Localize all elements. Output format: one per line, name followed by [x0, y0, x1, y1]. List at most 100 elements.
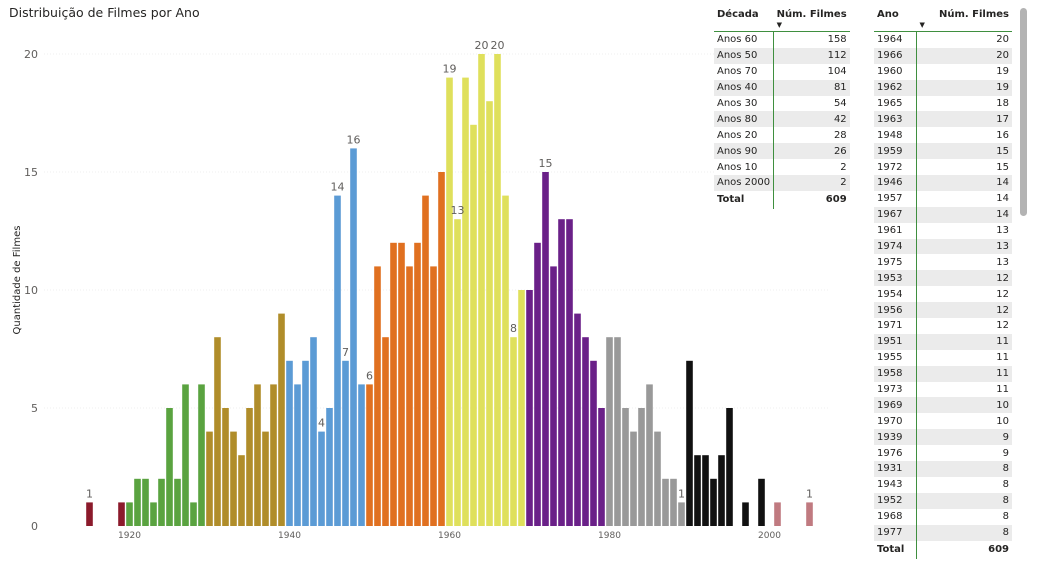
- bar[interactable]: [406, 266, 413, 526]
- year-row[interactable]: 1975 13: [874, 254, 1012, 271]
- bar[interactable]: [574, 313, 581, 526]
- bar[interactable]: [542, 172, 549, 526]
- year-row[interactable]: 1958 11: [874, 365, 1012, 382]
- bar[interactable]: [446, 77, 453, 526]
- decade-row[interactable]: Anos 2000 2: [714, 175, 850, 191]
- bar[interactable]: [558, 219, 565, 526]
- bar[interactable]: [326, 408, 333, 526]
- year-row[interactable]: 1961 13: [874, 222, 1012, 239]
- bar[interactable]: [230, 431, 237, 526]
- bar[interactable]: [742, 502, 749, 526]
- bar[interactable]: [302, 360, 309, 526]
- bar[interactable]: [126, 502, 133, 526]
- year-row[interactable]: 1963 17: [874, 111, 1012, 128]
- bar[interactable]: [758, 478, 765, 526]
- year-count-col-header[interactable]: Núm. Filmes ▼: [916, 6, 1012, 32]
- bar[interactable]: [686, 360, 693, 526]
- bar[interactable]: [430, 266, 437, 526]
- bar[interactable]: [646, 384, 653, 526]
- year-row[interactable]: 1946 14: [874, 175, 1012, 191]
- year-table-body[interactable]: 1964 20 1966 20 1960 19 1962 19 1965 18 1963 17 1948…: [874, 31, 1012, 541]
- bar[interactable]: [510, 337, 517, 526]
- bar[interactable]: [582, 337, 589, 526]
- bar[interactable]: [718, 455, 725, 526]
- year-table-scrollbar[interactable]: [1020, 8, 1027, 216]
- year-row[interactable]: 1965 18: [874, 95, 1012, 112]
- bar[interactable]: [246, 408, 253, 526]
- bar[interactable]: [414, 242, 421, 527]
- bar[interactable]: [606, 337, 613, 526]
- year-row[interactable]: 1969 10: [874, 397, 1012, 414]
- bar[interactable]: [694, 455, 701, 526]
- bar[interactable]: [254, 384, 261, 526]
- year-row[interactable]: 1977 8: [874, 524, 1012, 541]
- year-row[interactable]: 1964 20: [874, 31, 1012, 48]
- year-row[interactable]: 1967 14: [874, 206, 1012, 223]
- year-row[interactable]: 1968 8: [874, 508, 1012, 525]
- decade-row[interactable]: Anos 20 28: [714, 127, 850, 144]
- bar[interactable]: [182, 384, 189, 526]
- bar[interactable]: [806, 502, 813, 526]
- bar[interactable]: [702, 455, 709, 526]
- bar[interactable]: [438, 172, 445, 526]
- year-row[interactable]: 1948 16: [874, 127, 1012, 144]
- bar[interactable]: [678, 502, 685, 526]
- decade-count-col-header[interactable]: Núm. Filmes ▼: [773, 6, 850, 32]
- bar[interactable]: [334, 195, 341, 526]
- decade-row[interactable]: Anos 40 81: [714, 79, 850, 96]
- bar[interactable]: [726, 408, 733, 526]
- bar[interactable]: [222, 408, 229, 526]
- year-row[interactable]: 1974 13: [874, 238, 1012, 255]
- year-row[interactable]: 1972 15: [874, 159, 1012, 176]
- year-row[interactable]: 1962 19: [874, 79, 1012, 96]
- bar[interactable]: [158, 478, 165, 526]
- year-row[interactable]: 1959 15: [874, 143, 1012, 160]
- bar[interactable]: [526, 290, 533, 526]
- decade-row[interactable]: Anos 30 54: [714, 95, 850, 112]
- year-row[interactable]: 1931 8: [874, 461, 1012, 477]
- bar[interactable]: [654, 431, 661, 526]
- bar[interactable]: [462, 77, 469, 526]
- bar[interactable]: [174, 478, 181, 526]
- bar[interactable]: [622, 408, 629, 526]
- bar[interactable]: [630, 431, 637, 526]
- bar[interactable]: [534, 242, 541, 527]
- decade-row[interactable]: Anos 70 104: [714, 63, 850, 80]
- bar[interactable]: [118, 502, 125, 526]
- bar[interactable]: [294, 384, 301, 526]
- bar[interactable]: [502, 195, 509, 526]
- decade-row[interactable]: Anos 10 2: [714, 159, 850, 176]
- bar[interactable]: [358, 384, 365, 526]
- year-row[interactable]: 1953 12: [874, 270, 1012, 287]
- bar[interactable]: [142, 478, 149, 526]
- decade-row[interactable]: Anos 90 26: [714, 143, 850, 160]
- bar[interactable]: [342, 360, 349, 526]
- year-row[interactable]: 1952 8: [874, 492, 1012, 509]
- year-row[interactable]: 1954 12: [874, 286, 1012, 303]
- bar[interactable]: [486, 101, 493, 526]
- year-row[interactable]: 1971 12: [874, 318, 1012, 334]
- bar[interactable]: [662, 478, 669, 526]
- year-row[interactable]: 1956 12: [874, 302, 1012, 319]
- bar[interactable]: [134, 478, 141, 526]
- bar[interactable]: [638, 408, 645, 526]
- year-row[interactable]: 1955 11: [874, 349, 1012, 366]
- bar[interactable]: [598, 408, 605, 526]
- bar[interactable]: [390, 242, 397, 527]
- bar[interactable]: [150, 502, 157, 526]
- bar[interactable]: [454, 219, 461, 526]
- year-row[interactable]: 1973 11: [874, 381, 1012, 398]
- bar[interactable]: [166, 408, 173, 526]
- bar[interactable]: [518, 290, 525, 526]
- bar[interactable]: [366, 384, 373, 526]
- decade-row[interactable]: Anos 80 42: [714, 111, 850, 128]
- bar[interactable]: [478, 54, 485, 526]
- bar[interactable]: [318, 431, 325, 526]
- bar[interactable]: [566, 219, 573, 526]
- year-row[interactable]: 1966 20: [874, 47, 1012, 64]
- bar[interactable]: [198, 384, 205, 526]
- bar[interactable]: [470, 124, 477, 527]
- bar[interactable]: [382, 337, 389, 526]
- year-col-header[interactable]: Ano: [874, 6, 917, 32]
- decade-row[interactable]: Anos 60 158: [714, 31, 850, 48]
